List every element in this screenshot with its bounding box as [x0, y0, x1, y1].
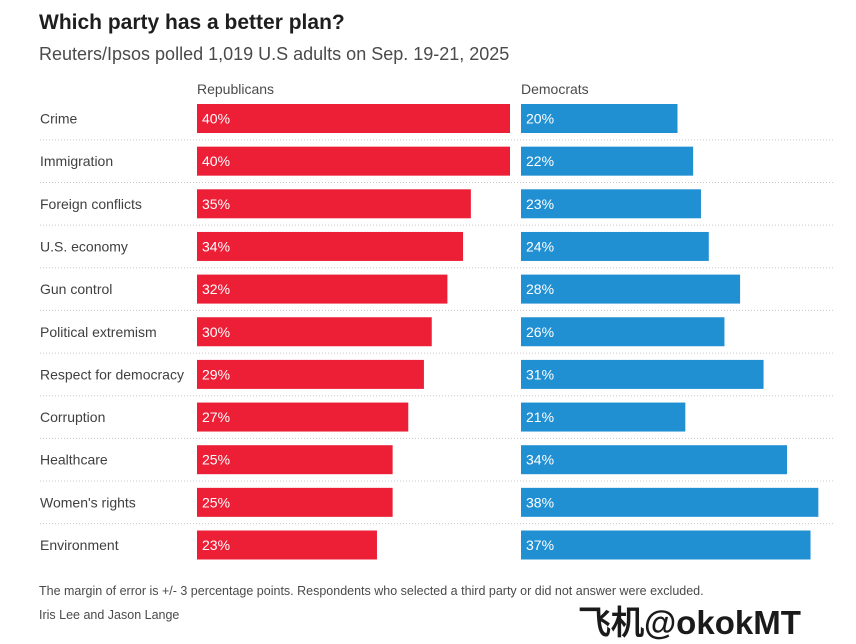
bar-republicans — [197, 402, 409, 432]
category-label: Political extremism — [40, 324, 157, 340]
bar-value-label: 34% — [526, 452, 554, 468]
bar-value-label: 25% — [202, 494, 230, 510]
bar-democrats — [521, 487, 819, 517]
category-label: Gun control — [40, 281, 112, 297]
bar-democrats — [521, 146, 694, 176]
category-label: U.S. economy — [40, 238, 128, 254]
bar-value-label: 32% — [202, 281, 230, 297]
bar-democrats — [521, 231, 709, 261]
footnote: The margin of error is +/- 3 percentage … — [39, 584, 704, 598]
bar-value-label: 34% — [202, 238, 230, 254]
bar-democrats — [521, 359, 764, 389]
credit: Iris Lee and Jason Lange — [39, 608, 180, 622]
bar-republicans — [197, 189, 471, 219]
bar-value-label: 24% — [526, 238, 554, 254]
bar-democrats — [521, 317, 725, 347]
bar-value-label: 38% — [526, 494, 554, 510]
bar-value-label: 23% — [526, 196, 554, 212]
bar-republicans — [197, 487, 393, 517]
chart-subtitle: Reuters/Ipsos polled 1,019 U.S adults on… — [39, 44, 510, 64]
category-label: Women's rights — [40, 494, 136, 510]
watermark: 飞机@okokMT — [578, 604, 801, 641]
bar-republicans — [197, 231, 464, 261]
series-header-democrats: Democrats — [521, 81, 589, 97]
bar-value-label: 26% — [526, 324, 554, 340]
category-label: Healthcare — [40, 452, 108, 468]
category-label: Respect for democracy — [40, 366, 184, 382]
category-label: Foreign conflicts — [40, 196, 142, 212]
bar-value-label: 20% — [526, 111, 554, 127]
bar-value-label: 31% — [526, 366, 554, 382]
category-label: Corruption — [40, 409, 105, 425]
bar-democrats — [521, 274, 741, 304]
bar-republicans — [197, 317, 432, 347]
bar-value-label: 25% — [202, 452, 230, 468]
bar-republicans — [197, 445, 393, 475]
bar-value-label: 35% — [202, 196, 230, 212]
bar-value-label: 22% — [526, 153, 554, 169]
bar-value-label: 27% — [202, 409, 230, 425]
bar-republicans — [197, 359, 424, 389]
bar-democrats — [521, 445, 788, 475]
bar-democrats — [521, 402, 686, 432]
bar-republicans — [197, 104, 510, 133]
bar-republicans — [197, 274, 448, 304]
bar-democrats — [521, 104, 678, 133]
series-header-republicans: Republicans — [197, 81, 274, 97]
bar-value-label: 29% — [202, 366, 230, 382]
bar-value-label: 40% — [202, 111, 230, 127]
category-label: Crime — [40, 111, 78, 127]
bar-republicans — [197, 146, 510, 176]
bar-value-label: 21% — [526, 409, 554, 425]
bar-democrats — [521, 530, 811, 560]
bar-republicans — [197, 530, 377, 560]
bar-value-label: 28% — [526, 281, 554, 297]
bar-value-label: 30% — [202, 324, 230, 340]
chart-area: Republicans Democrats Crime 40% 20% Immigrati… — [40, 81, 834, 560]
bar-value-label: 40% — [202, 153, 230, 169]
category-label: Immigration — [40, 153, 113, 169]
bar-value-label: 37% — [526, 537, 554, 553]
bar-value-label: 23% — [202, 537, 230, 553]
chart-title: Which party has a better plan? — [39, 11, 345, 34]
bar-democrats — [521, 189, 701, 219]
category-label: Environment — [40, 537, 119, 553]
